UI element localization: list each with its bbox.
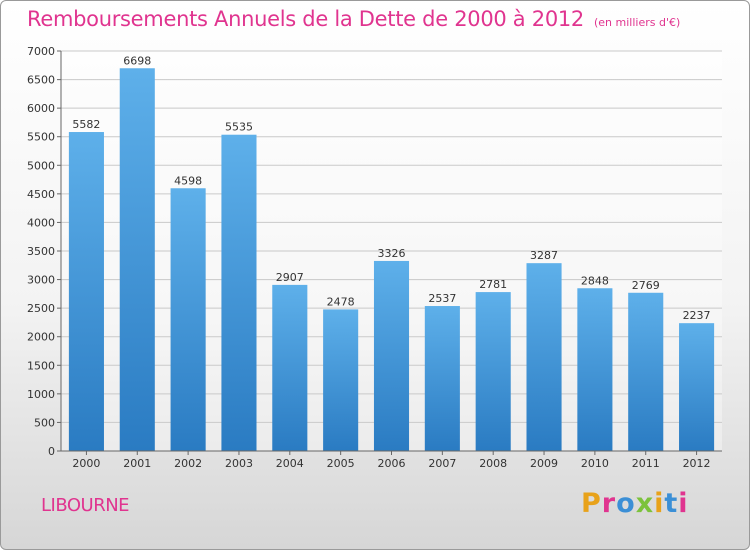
bar-2006 — [373, 260, 410, 451]
logo-letter: x — [635, 488, 655, 519]
x-tick-label: 2010 — [581, 457, 609, 470]
y-tick-label: 2000 — [27, 331, 55, 344]
y-tick-label: 5000 — [27, 159, 55, 172]
x-tick-label: 2011 — [632, 457, 660, 470]
x-tick-label: 2003 — [225, 457, 253, 470]
proxiti-logo: Proxiti — [581, 488, 689, 519]
bar-2004 — [272, 284, 308, 451]
y-tick-label: 1500 — [27, 359, 55, 372]
data-label: 4598 — [174, 174, 202, 187]
y-tick-label: 5500 — [27, 131, 55, 144]
data-label: 5582 — [72, 118, 100, 131]
bar-2007 — [424, 306, 460, 451]
y-tick-label: 0 — [48, 445, 55, 458]
data-label: 2848 — [581, 274, 609, 287]
data-label: 2769 — [632, 279, 660, 292]
data-label: 6698 — [123, 54, 151, 67]
logo-letter: r — [601, 488, 617, 519]
y-tick-label: 6500 — [27, 74, 55, 87]
data-label: 2478 — [327, 295, 355, 308]
x-tick-label: 2004 — [276, 457, 304, 470]
bar-2003 — [221, 134, 257, 451]
data-label: 3287 — [530, 249, 558, 262]
x-tick-label: 2007 — [428, 457, 456, 470]
logo-letter: i — [678, 488, 689, 519]
bar-2001 — [119, 68, 155, 451]
data-label: 2237 — [683, 309, 711, 322]
data-label: 2781 — [479, 278, 507, 291]
logo-letter: o — [616, 488, 636, 519]
bar-2000 — [68, 132, 104, 451]
y-tick-label: 3500 — [27, 245, 55, 258]
bar-2008 — [475, 292, 511, 451]
bar-2002 — [170, 188, 206, 451]
bar-2009 — [526, 263, 562, 451]
x-tick-label: 2000 — [72, 457, 100, 470]
city-label: LIBOURNE — [41, 495, 130, 516]
logo-letter: P — [581, 488, 602, 519]
bar-2011 — [628, 292, 664, 451]
bar-2012 — [679, 323, 715, 451]
x-tick-label: 2002 — [174, 457, 202, 470]
bar-2010 — [577, 288, 613, 451]
chart-subtitle: (en milliers d'€) — [594, 16, 681, 29]
x-tick-label: 2005 — [327, 457, 355, 470]
y-tick-label: 7000 — [27, 45, 55, 58]
y-tick-label: 4500 — [27, 188, 55, 201]
data-label: 3326 — [378, 247, 406, 260]
logo-letter: t — [664, 488, 679, 519]
y-tick-label: 500 — [34, 416, 55, 429]
bar-2005 — [323, 309, 359, 451]
y-tick-label: 4000 — [27, 216, 55, 229]
y-tick-label: 1000 — [27, 388, 55, 401]
x-tick-label: 2009 — [530, 457, 558, 470]
y-tick-label: 3000 — [27, 274, 55, 287]
x-tick-label: 2006 — [378, 457, 406, 470]
y-tick-label: 6000 — [27, 102, 55, 115]
x-tick-label: 2001 — [123, 457, 151, 470]
data-label: 2907 — [276, 271, 304, 284]
logo-letter: i — [654, 488, 665, 519]
data-label: 5535 — [225, 121, 253, 134]
data-label: 2537 — [428, 292, 456, 305]
x-tick-label: 2008 — [479, 457, 507, 470]
x-tick-label: 2012 — [683, 457, 711, 470]
chart-title: Remboursements Annuels de la Dette de 20… — [27, 7, 680, 31]
chart-title-text: Remboursements Annuels de la Dette de 20… — [27, 7, 584, 31]
y-tick-label: 2500 — [27, 302, 55, 315]
